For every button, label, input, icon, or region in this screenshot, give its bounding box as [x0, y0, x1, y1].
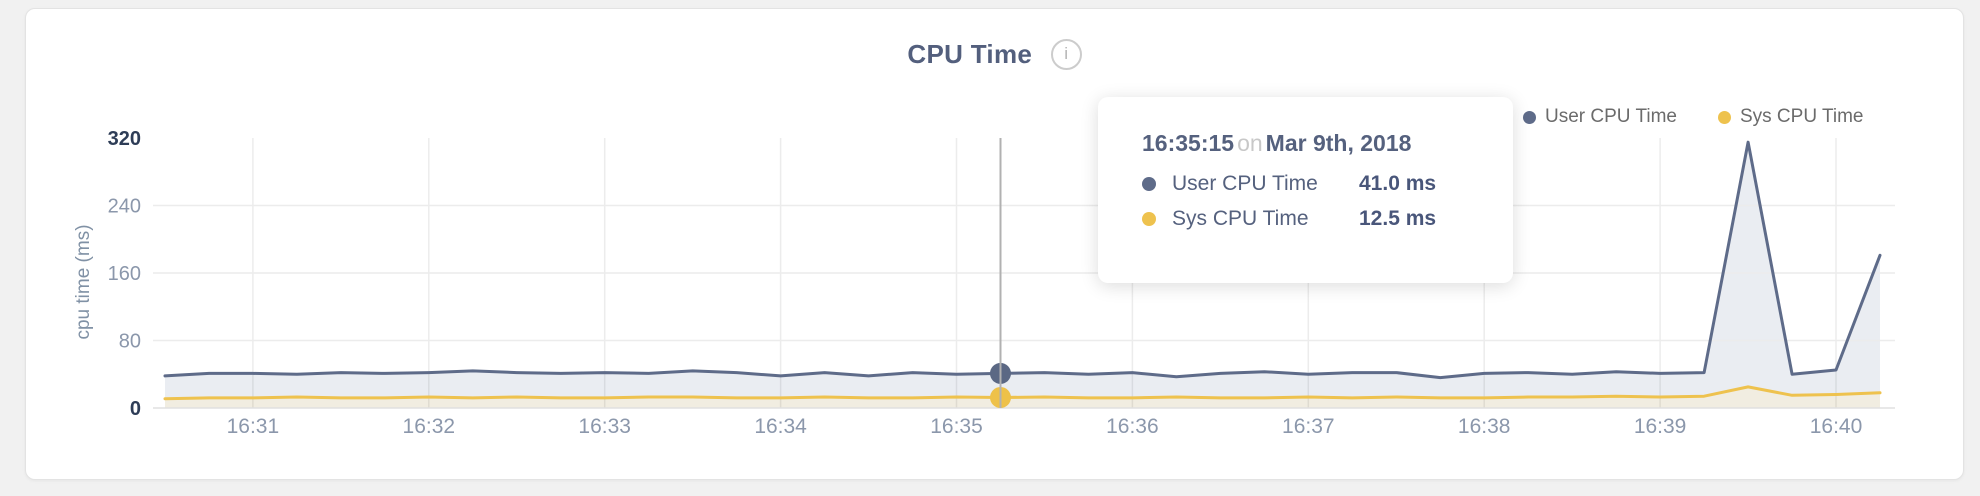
- chart-tooltip: 16:35:15 on Mar 9th, 2018 User CPU Time 41…: [1098, 97, 1513, 283]
- x-tick-label: 16:36: [1106, 415, 1159, 438]
- chart-title: CPU Time: [907, 39, 1033, 69]
- tooltip-title: 16:35:15 on Mar 9th, 2018: [1142, 130, 1483, 157]
- x-tick-label: 16:39: [1634, 415, 1687, 438]
- x-tick-label: 16:35: [930, 415, 983, 438]
- sys-series-dot-icon: [1142, 212, 1156, 226]
- tooltip-label-sys: Sys CPU Time: [1172, 207, 1309, 230]
- user-area: [165, 142, 1880, 408]
- sys-cpu-line: [163, 385, 1882, 401]
- y-tick-label: 320: [108, 128, 141, 150]
- tooltip-value-sys: 12.5 ms: [1359, 207, 1437, 230]
- x-tick-label: 16:40: [1810, 415, 1863, 438]
- y-tick-label: 0: [130, 398, 141, 420]
- user-cpu-line: [163, 140, 1882, 380]
- y-tick-label: 240: [108, 196, 141, 218]
- tooltip-time: 16:35:15: [1142, 130, 1235, 156]
- x-tick-label: 16:34: [754, 415, 807, 438]
- legend-item-sys[interactable]: Sys CPU Time: [1717, 106, 1864, 128]
- y-tick-label: 160: [108, 263, 141, 285]
- tooltip-row-user: User CPU Time 41.0 ms: [1142, 172, 1483, 196]
- tooltip-on-word: on: [1237, 130, 1263, 156]
- user-series-dot-icon: [1523, 110, 1536, 124]
- user-series-dot-icon: [1142, 177, 1156, 191]
- sys-series-dot-icon: [1717, 110, 1731, 124]
- x-tick-label: 16:38: [1458, 415, 1511, 438]
- x-tick-label: 16:32: [403, 415, 456, 438]
- legend-label-user: User CPU Time: [1545, 106, 1677, 127]
- x-tick-label: 16:31: [227, 415, 280, 438]
- card-header: CPU Time i: [26, 39, 1963, 70]
- tooltip-date: Mar 9th, 2018: [1265, 130, 1412, 156]
- tooltip-label-user: User CPU Time: [1172, 172, 1318, 195]
- x-tick-label: 16:33: [578, 415, 631, 438]
- legend: User CPU Time Sys CPU Time: [1523, 106, 1864, 128]
- y-tick-label: 80: [119, 331, 141, 353]
- legend-item-user[interactable]: User CPU Time: [1523, 106, 1677, 128]
- legend-label-sys: Sys CPU Time: [1739, 106, 1864, 127]
- tooltip-value-user: 41.0 ms: [1359, 172, 1437, 195]
- info-icon[interactable]: i: [1050, 39, 1082, 70]
- x-tick-label: 16:37: [1282, 415, 1335, 438]
- tooltip-row-sys: Sys CPU Time 12.5 ms: [1142, 207, 1483, 231]
